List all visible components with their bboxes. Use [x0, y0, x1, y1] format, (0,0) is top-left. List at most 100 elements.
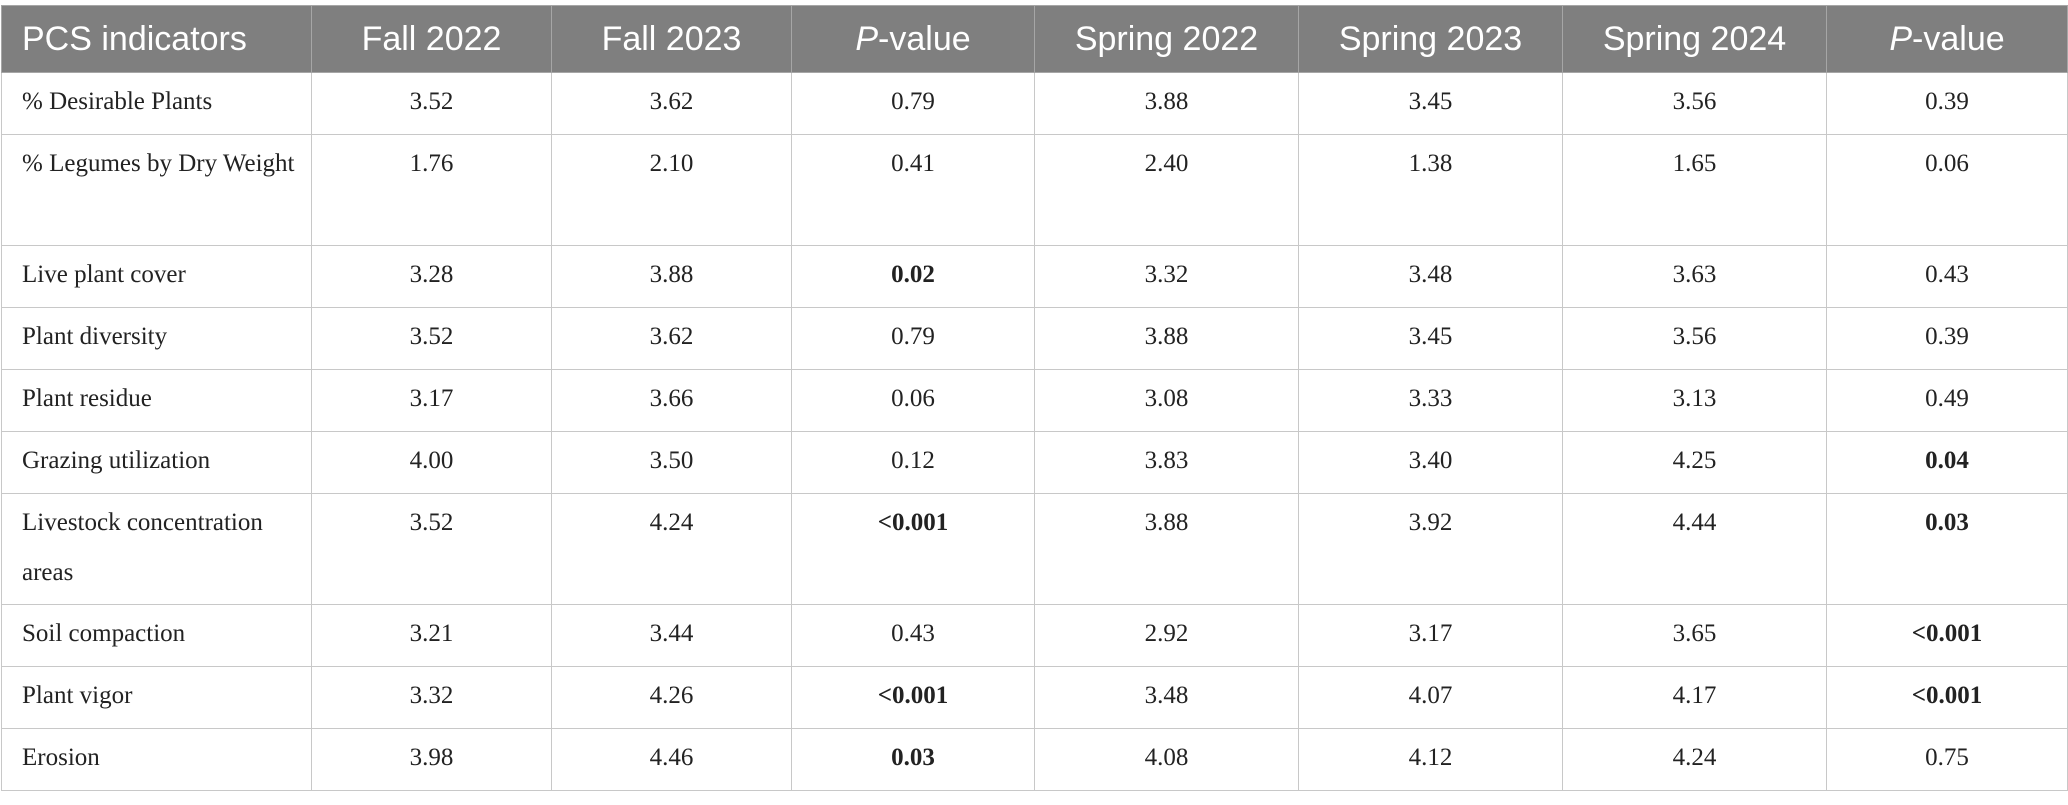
header-spring-2024: Spring 2024: [1562, 5, 1827, 73]
table-row: Soil compaction 3.21 3.44 0.43 2.92 3.17 3.65 <…: [1, 604, 2068, 667]
p-value-spring-cell: 0.39: [1826, 307, 2068, 370]
p-value-spring-cell: 0.43: [1826, 245, 2068, 308]
spring-2022-cell: 3.88: [1034, 493, 1299, 605]
spring-2023-cell: 4.12: [1298, 728, 1563, 791]
fall-2022-cell: 3.52: [311, 72, 552, 135]
spring-2023-cell: 3.17: [1298, 604, 1563, 667]
p-value-fall-cell: 0.41: [791, 134, 1035, 246]
spring-2024-cell: 4.17: [1562, 666, 1827, 729]
indicator-name-cell: Plant diversity: [1, 307, 312, 370]
spring-2022-cell: 3.88: [1034, 307, 1299, 370]
p-value-fall-cell: 0.06: [791, 369, 1035, 432]
spring-2024-cell: 3.56: [1562, 307, 1827, 370]
spring-2024-cell: 4.44: [1562, 493, 1827, 605]
header-p-value-fall-italic: P: [855, 19, 879, 58]
spring-2022-cell: 4.08: [1034, 728, 1299, 791]
indicator-name-cell: Plant vigor: [1, 666, 312, 729]
indicator-name-cell: Live plant cover: [1, 245, 312, 308]
spring-2023-cell: 3.45: [1298, 72, 1563, 135]
spring-2022-cell: 3.83: [1034, 431, 1299, 494]
fall-2023-cell: 3.50: [551, 431, 792, 494]
table-row: % Desirable Plants 3.52 3.62 0.79 3.88 3.45 3.…: [1, 72, 2068, 135]
p-value-spring-cell: 0.39: [1826, 72, 2068, 135]
p-value-fall-cell: 0.43: [791, 604, 1035, 667]
table-row: Erosion 3.98 4.46 0.03 4.08 4.12 4.24 0.75: [1, 728, 2068, 791]
header-p-value-fall-rest: -value: [878, 19, 971, 58]
spring-2024-cell: 3.13: [1562, 369, 1827, 432]
fall-2022-cell: 3.98: [311, 728, 552, 791]
p-value-fall-cell: 0.03: [791, 728, 1035, 791]
fall-2023-cell: 3.44: [551, 604, 792, 667]
p-value-spring-cell: <0.001: [1826, 666, 2068, 729]
header-p-value-fall: P-value: [791, 5, 1035, 73]
p-value-spring-cell: <0.001: [1826, 604, 2068, 667]
spring-2022-cell: 3.08: [1034, 369, 1299, 432]
fall-2022-cell: 3.52: [311, 307, 552, 370]
header-spring-2023: Spring 2023: [1298, 5, 1563, 73]
spring-2023-cell: 3.48: [1298, 245, 1563, 308]
indicator-name-cell: % Desirable Plants: [1, 72, 312, 135]
fall-2022-cell: 4.00: [311, 431, 552, 494]
spring-2024-cell: 4.25: [1562, 431, 1827, 494]
spring-2024-cell: 3.65: [1562, 604, 1827, 667]
p-value-spring-cell: 0.75: [1826, 728, 2068, 791]
header-fall-2022: Fall 2022: [311, 5, 552, 73]
spring-2022-cell: 3.32: [1034, 245, 1299, 308]
pcs-indicators-table: PCS indicators Fall 2022 Fall 2023 P-val…: [1, 5, 2068, 791]
spring-2022-cell: 3.48: [1034, 666, 1299, 729]
p-value-fall-cell: 0.79: [791, 72, 1035, 135]
spring-2023-cell: 3.45: [1298, 307, 1563, 370]
spring-2022-cell: 2.40: [1034, 134, 1299, 246]
fall-2022-cell: 3.32: [311, 666, 552, 729]
table-row: Plant diversity 3.52 3.62 0.79 3.88 3.45 3.56 0…: [1, 307, 2068, 370]
fall-2022-cell: 3.52: [311, 493, 552, 605]
fall-2023-cell: 3.62: [551, 72, 792, 135]
indicator-name-cell: Erosion: [1, 728, 312, 791]
p-value-fall-cell: 0.12: [791, 431, 1035, 494]
fall-2023-cell: 3.66: [551, 369, 792, 432]
fall-2022-cell: 1.76: [311, 134, 552, 246]
indicator-name-cell: % Legumes by Dry Weight: [1, 134, 312, 246]
spring-2022-cell: 2.92: [1034, 604, 1299, 667]
fall-2022-cell: 3.28: [311, 245, 552, 308]
header-fall-2023: Fall 2023: [551, 5, 792, 73]
table-row: Live plant cover 3.28 3.88 0.02 3.32 3.48 3.63…: [1, 245, 2068, 308]
spring-2022-cell: 3.88: [1034, 72, 1299, 135]
spring-2023-cell: 1.38: [1298, 134, 1563, 246]
spring-2023-cell: 3.92: [1298, 493, 1563, 605]
p-value-spring-cell: 0.04: [1826, 431, 2068, 494]
p-value-fall-cell: 0.79: [791, 307, 1035, 370]
table-header-row: PCS indicators Fall 2022 Fall 2023 P-val…: [1, 5, 2068, 73]
spring-2024-cell: 3.63: [1562, 245, 1827, 308]
header-spring-2022: Spring 2022: [1034, 5, 1299, 73]
header-p-value-spring-rest: -value: [1912, 19, 2005, 58]
table-row: % Legumes by Dry Weight 1.76 2.10 0.41 2.40 1…: [1, 134, 2068, 246]
table-body: % Desirable Plants 3.52 3.62 0.79 3.88 3.45 3.…: [1, 72, 2068, 791]
p-value-fall-cell: <0.001: [791, 666, 1035, 729]
p-value-spring-cell: 0.03: [1826, 493, 2068, 605]
table-row: Livestock concentration areas 3.52 4.24 <0.…: [1, 493, 2068, 605]
header-p-value-spring-italic: P: [1889, 19, 1913, 58]
spring-2024-cell: 3.56: [1562, 72, 1827, 135]
spring-2023-cell: 4.07: [1298, 666, 1563, 729]
p-value-spring-cell: 0.49: [1826, 369, 2068, 432]
spring-2023-cell: 3.40: [1298, 431, 1563, 494]
p-value-spring-cell: 0.06: [1826, 134, 2068, 246]
table-row: Grazing utilization 4.00 3.50 0.12 3.83 3.40 4…: [1, 431, 2068, 494]
fall-2023-cell: 3.88: [551, 245, 792, 308]
fall-2023-cell: 3.62: [551, 307, 792, 370]
p-value-fall-cell: 0.02: [791, 245, 1035, 308]
fall-2023-cell: 4.46: [551, 728, 792, 791]
header-pcs-indicators: PCS indicators: [1, 5, 312, 73]
fall-2023-cell: 4.26: [551, 666, 792, 729]
fall-2023-cell: 4.24: [551, 493, 792, 605]
fall-2022-cell: 3.17: [311, 369, 552, 432]
p-value-fall-cell: <0.001: [791, 493, 1035, 605]
spring-2024-cell: 4.24: [1562, 728, 1827, 791]
table-row: Plant vigor 3.32 4.26 <0.001 3.48 4.07 4.17 <0.…: [1, 666, 2068, 729]
fall-2022-cell: 3.21: [311, 604, 552, 667]
spring-2023-cell: 3.33: [1298, 369, 1563, 432]
indicator-name-cell: Soil compaction: [1, 604, 312, 667]
header-p-value-spring: P-value: [1826, 5, 2068, 73]
spring-2024-cell: 1.65: [1562, 134, 1827, 246]
